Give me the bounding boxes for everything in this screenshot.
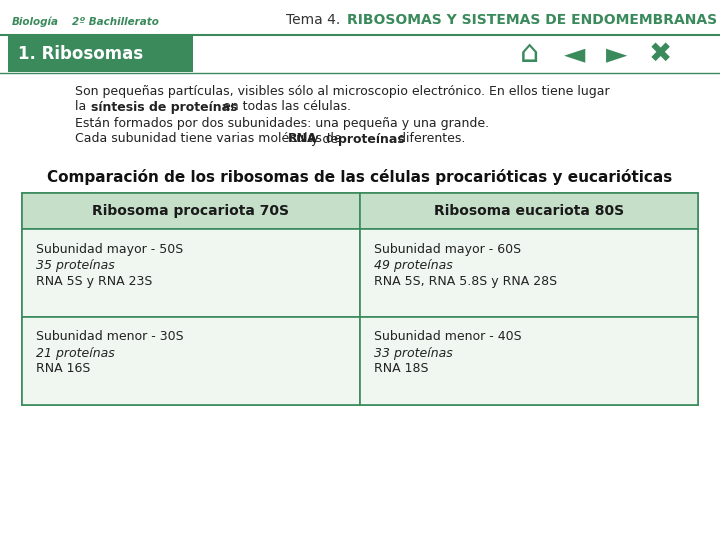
Text: ►: ► (606, 40, 628, 68)
Text: RNA: RNA (288, 132, 318, 145)
Text: diferentes.: diferentes. (394, 132, 465, 145)
Text: RNA 5S, RNA 5.8S y RNA 28S: RNA 5S, RNA 5.8S y RNA 28S (374, 274, 557, 287)
Text: ◄: ◄ (564, 40, 585, 68)
Text: en todas las células.: en todas las células. (219, 100, 351, 113)
Bar (360, 193, 698, 229)
Text: Tema 4.: Tema 4. (287, 13, 345, 27)
Text: Cada subunidad tiene varias moléculas de: Cada subunidad tiene varias moléculas de (75, 132, 346, 145)
Text: y de: y de (307, 132, 342, 145)
Text: Ribosoma procariota 70S: Ribosoma procariota 70S (92, 204, 289, 218)
Text: la: la (75, 100, 90, 113)
Text: RIBOSOMAS Y SISTEMAS DE ENDOMEMBRANAS: RIBOSOMAS Y SISTEMAS DE ENDOMEMBRANAS (347, 13, 717, 27)
Bar (360, 317, 698, 405)
Text: Subunidad mayor - 50S: Subunidad mayor - 50S (36, 242, 184, 255)
Text: ⌂: ⌂ (521, 39, 540, 69)
Text: 49 proteínas: 49 proteínas (374, 259, 453, 272)
Text: Subunidad menor - 30S: Subunidad menor - 30S (36, 330, 184, 343)
Text: proteínas: proteínas (338, 132, 405, 145)
Bar (22, 229, 360, 317)
Bar (22, 317, 360, 405)
Text: Biología: Biología (12, 17, 59, 27)
Text: RNA 18S: RNA 18S (374, 362, 428, 375)
Text: Están formados por dos subunidades: una pequeña y una grande.: Están formados por dos subunidades: una … (75, 117, 489, 130)
Text: 2º Bachillerato: 2º Bachillerato (72, 17, 159, 27)
Text: RNA 16S: RNA 16S (36, 362, 91, 375)
Text: ✖: ✖ (649, 40, 672, 68)
Bar (22, 193, 360, 229)
Text: Son pequeñas partículas, visibles sólo al microscopio electrónico. En ellos tien: Son pequeñas partículas, visibles sólo a… (75, 84, 610, 98)
Bar (8, 36, 193, 72)
Bar (22, 193, 698, 405)
Text: 21 proteínas: 21 proteínas (36, 347, 114, 360)
Text: 1. Ribosomas: 1. Ribosomas (18, 45, 143, 63)
Text: Ribosoma eucariota 80S: Ribosoma eucariota 80S (434, 204, 624, 218)
Text: 33 proteínas: 33 proteínas (374, 347, 453, 360)
Text: RNA 5S y RNA 23S: RNA 5S y RNA 23S (36, 274, 153, 287)
Text: Subunidad menor - 40S: Subunidad menor - 40S (374, 330, 521, 343)
Text: 35 proteínas: 35 proteínas (36, 259, 114, 272)
Text: Comparación de los ribosomas de las células procarióticas y eucarióticas: Comparación de los ribosomas de las célu… (48, 169, 672, 185)
Bar (360, 229, 698, 317)
Text: síntesis de proteínas: síntesis de proteínas (91, 100, 237, 113)
Text: Subunidad mayor - 60S: Subunidad mayor - 60S (374, 242, 521, 255)
